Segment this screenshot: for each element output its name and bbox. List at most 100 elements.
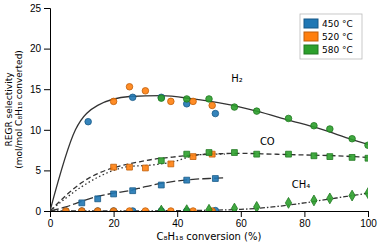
data-point	[79, 208, 86, 211]
data-point	[63, 208, 70, 211]
x-axis-tick: 100	[360, 211, 377, 229]
data-point	[254, 151, 260, 157]
data-point	[142, 208, 149, 211]
data-point	[232, 150, 238, 156]
data-point	[126, 83, 133, 90]
data-point	[85, 118, 92, 125]
data-point	[158, 95, 165, 102]
data-point	[142, 165, 148, 171]
point-series	[63, 208, 216, 211]
trend-line	[50, 154, 225, 211]
x-axis-tick-mark	[368, 211, 369, 217]
y-axis-tick-label: 20	[30, 43, 42, 54]
data-point	[365, 155, 368, 161]
data-point	[158, 158, 164, 164]
data-point	[190, 154, 196, 160]
trend-line	[50, 153, 368, 211]
x-axis-tick-mark	[241, 211, 242, 217]
y-axis-tick-label: 0	[35, 206, 41, 217]
data-point	[190, 98, 197, 105]
x-axis-tick-label: 60	[236, 218, 248, 229]
x-axis-tick: 40	[172, 211, 184, 229]
trend-line	[50, 178, 225, 211]
data-point	[130, 188, 136, 194]
data-point	[183, 96, 190, 103]
data-point	[79, 208, 86, 211]
data-point	[168, 161, 174, 167]
y-axis-tick: 25	[30, 3, 50, 14]
y-axis-line	[44, 9, 51, 212]
point-series	[63, 207, 219, 211]
data-point	[285, 197, 291, 208]
y-axis-tick-label: 25	[30, 3, 42, 14]
x-axis-tick: 0	[48, 211, 54, 229]
point-series	[79, 176, 218, 206]
y-axis-tick-label: 10	[30, 125, 42, 136]
point-series	[158, 188, 368, 211]
x-axis-tick-label: 100	[360, 218, 377, 229]
y-axis-tick: 15	[30, 84, 50, 95]
data-point	[209, 102, 216, 109]
x-axis-tick-label: 40	[172, 218, 184, 229]
data-point	[158, 205, 164, 211]
legend-swatch	[304, 45, 318, 54]
point-series	[158, 95, 368, 149]
trend-line	[50, 96, 368, 211]
x-axis-tick-mark	[177, 211, 178, 217]
y-axis-tick-mark	[44, 89, 50, 90]
data-point	[212, 176, 218, 182]
y-axis-tick: 10	[30, 125, 50, 136]
data-point	[142, 88, 149, 95]
x-axis-tick-mark	[114, 211, 115, 217]
y-axis-tick-label: 15	[30, 84, 42, 95]
y-axis-tick: 0	[35, 206, 50, 217]
legend-label: 580 °C	[322, 45, 353, 55]
data-point	[111, 164, 117, 170]
data-point	[253, 108, 260, 115]
data-point	[212, 110, 219, 117]
data-point	[311, 153, 317, 159]
x-axis-tick-label: 80	[299, 218, 311, 229]
y-axis-title-line: (mol/mol C₈H₁₈ converted)	[14, 50, 24, 169]
legend-label: 450 °C	[322, 19, 353, 29]
y-axis-tick-mark	[44, 49, 50, 50]
x-axis: 0 20 40 60 80 100	[48, 211, 378, 229]
y-axis: 0 5 10 15 20 25	[30, 3, 51, 217]
y-axis-tick-mark	[44, 130, 50, 131]
data-point	[110, 208, 117, 211]
data-point	[365, 188, 368, 199]
chart-svg: 0204060801000510152025C₈H₁₈ conversion (…	[0, 0, 378, 245]
y-axis-title: REGR selectivity(mol/mol C₈H₁₈ converted…	[4, 50, 24, 169]
plot-area	[50, 83, 368, 211]
legend-item: 450 °C	[304, 19, 353, 29]
data-point	[311, 195, 317, 206]
x-axis-tick: 20	[109, 211, 121, 229]
y-axis-tick: 20	[30, 43, 50, 54]
legend-label: 520 °C	[322, 32, 353, 42]
legend-swatch	[304, 32, 318, 41]
annotation: CO	[260, 136, 275, 147]
y-axis-tick-label: 5	[35, 165, 41, 176]
data-point	[168, 208, 175, 211]
data-point	[94, 208, 101, 211]
x-axis-tick-mark	[304, 211, 305, 217]
point-series	[158, 150, 368, 164]
data-point	[349, 190, 355, 201]
x-axis-tick: 60	[236, 211, 248, 229]
y-axis-tick-mark	[44, 211, 50, 212]
data-point	[327, 126, 334, 133]
data-point	[184, 151, 190, 157]
data-point	[168, 98, 175, 105]
chart-container: 0204060801000510152025C₈H₁₈ conversion (…	[0, 0, 378, 245]
x-axis-tick: 80	[299, 211, 311, 229]
data-point	[126, 208, 133, 211]
legend-swatch	[304, 19, 318, 28]
legend-item: 520 °C	[304, 32, 353, 42]
data-point	[365, 142, 368, 149]
data-point	[327, 154, 333, 160]
legend-box	[300, 14, 362, 59]
data-point	[129, 94, 136, 101]
data-point	[190, 208, 197, 211]
data-point	[231, 203, 237, 211]
data-point	[111, 191, 117, 197]
